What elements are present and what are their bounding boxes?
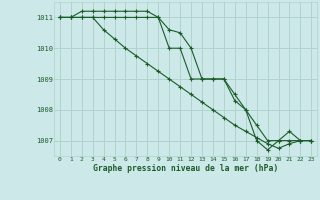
X-axis label: Graphe pression niveau de la mer (hPa): Graphe pression niveau de la mer (hPa) [93, 164, 278, 173]
